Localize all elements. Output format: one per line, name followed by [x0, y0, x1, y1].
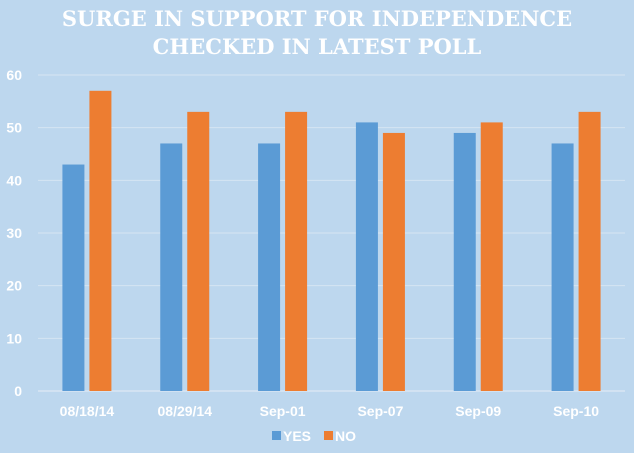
x-tick-label: Sep-07 [357, 403, 403, 419]
x-tick-label: 08/18/14 [60, 403, 115, 419]
bar-no [578, 111, 601, 391]
x-tick-label: Sep-09 [455, 403, 501, 419]
y-tick-label: 50 [6, 120, 22, 136]
bar-yes [551, 143, 574, 391]
y-tick-label: 40 [6, 172, 22, 188]
y-tick-label: 60 [6, 67, 22, 83]
y-tick-label: 0 [14, 383, 22, 399]
x-tick-label: Sep-10 [553, 403, 599, 419]
legend-swatch-no [324, 431, 333, 440]
legend-swatch-yes [272, 431, 281, 440]
y-tick-label: 10 [6, 330, 22, 346]
bar-no [285, 111, 308, 391]
bar-no [382, 132, 405, 391]
legend-label-yes: YES [283, 428, 311, 444]
bar-yes [62, 164, 85, 391]
bar-yes [453, 132, 476, 391]
bar-no [187, 111, 210, 391]
bar-yes [355, 122, 378, 392]
legend-label-no: NO [335, 428, 356, 444]
bar-no [89, 90, 112, 392]
bar-no [480, 122, 503, 392]
x-tick-label: 08/29/14 [158, 403, 213, 419]
y-tick-label: 30 [6, 225, 22, 241]
bar-yes [258, 143, 281, 391]
x-tick-label: Sep-01 [260, 403, 306, 419]
chart-title-line-2: CHECKED IN LATEST POLL [152, 34, 482, 59]
bar-yes [160, 143, 183, 391]
y-tick-label: 20 [6, 278, 22, 294]
chart-title-line-1: SURGE IN SUPPORT FOR INDEPENDENCE [61, 6, 573, 31]
